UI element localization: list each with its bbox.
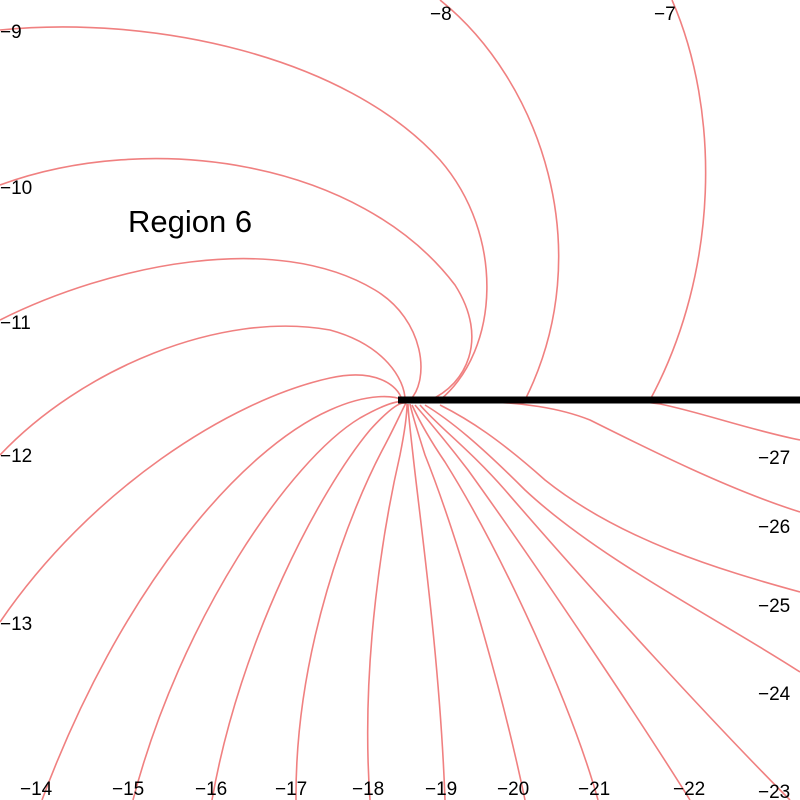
contour-label-minus-20: −20 (497, 779, 529, 800)
contour-curve-minus-17 (295, 402, 407, 800)
contour-curve-minus-10 (0, 157, 473, 401)
contour-label-minus-7: −7 (654, 4, 676, 25)
contour-curve-minus-18 (366, 403, 408, 800)
contour-curve-minus-12 (0, 325, 406, 456)
contour-label-minus-12: −12 (0, 446, 32, 467)
contour-label-minus-16: −16 (195, 779, 227, 800)
contour-curve-minus-16 (211, 402, 406, 800)
contour-curve-minus-23 (419, 404, 791, 800)
contour-label-minus-27: −27 (758, 448, 790, 469)
contour-label-minus-22: −22 (673, 779, 705, 800)
contour-curve-minus-8 (439, 0, 560, 401)
contour-curve-minus-27 (599, 399, 800, 441)
region-label: Region 6 (128, 204, 252, 239)
contour-curve-minus-14 (41, 395, 404, 800)
contour-label-minus-9: −9 (0, 22, 22, 43)
contour-label-minus-17: −17 (275, 779, 307, 800)
contour-label-minus-23: −23 (758, 782, 790, 800)
contour-labels: −9 −8 −7 −10 −11 −12 −13 −14 −15 −16 −17 −18 −19 −20 −… (0, 4, 791, 800)
contour-label-minus-25: −25 (758, 596, 790, 617)
contour-label-minus-15: −15 (112, 779, 144, 800)
contour-curve-minus-25 (439, 404, 800, 593)
contour-curve-minus-7 (649, 0, 707, 401)
contour-label-minus-8: −8 (430, 4, 452, 25)
contour-curve-minus-20 (409, 403, 526, 800)
contour-label-minus-26: −26 (758, 517, 790, 538)
contour-curve-minus-13 (0, 374, 403, 623)
contour-label-minus-13: −13 (0, 614, 32, 635)
contour-curve-minus-15 (132, 400, 406, 800)
contour-label-minus-21: −21 (578, 779, 610, 800)
contour-curve-minus-24 (424, 404, 800, 673)
contour-curve-minus-21 (411, 404, 599, 800)
contour-curve-minus-11 (0, 257, 422, 401)
contour-curve-minus-19 (407, 403, 446, 800)
contour-curve-minus-22 (414, 404, 691, 800)
contour-curve-minus-9 (0, 26, 488, 401)
contour-label-minus-11: −11 (0, 313, 31, 334)
contour-label-minus-19: −19 (425, 779, 457, 800)
contour-label-minus-14: −14 (20, 779, 53, 800)
contour-label-minus-18: −18 (352, 779, 384, 800)
contour-curve-minus-26 (479, 401, 800, 513)
contour-label-minus-24: −24 (758, 684, 791, 705)
contour-label-minus-10: −10 (0, 178, 32, 199)
